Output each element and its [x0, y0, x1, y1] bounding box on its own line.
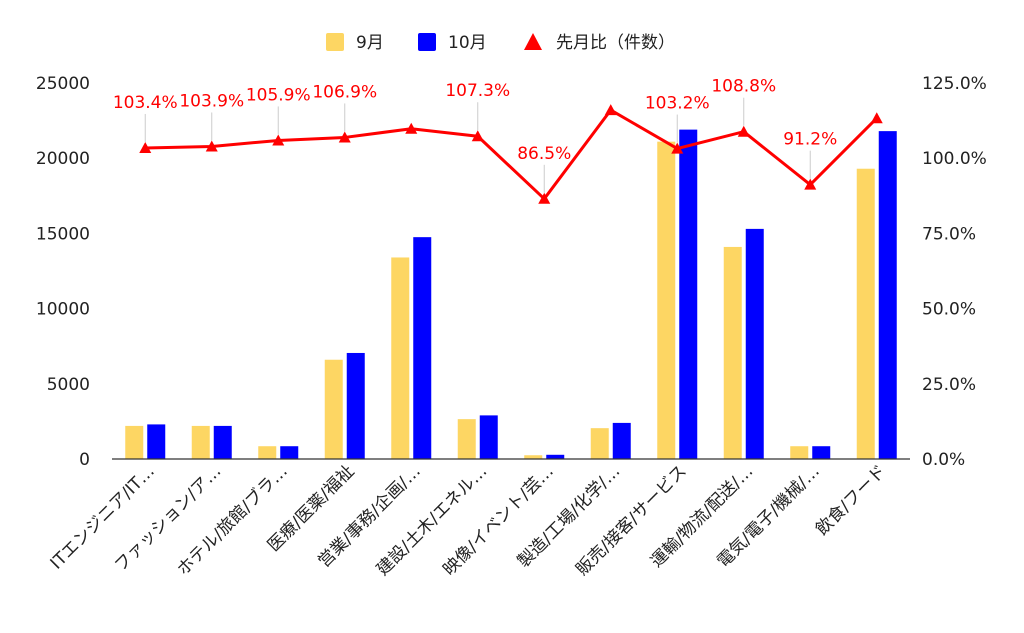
- ratio-data-label: 103.9%: [179, 91, 244, 111]
- legend-label-ratio: 先月比（件数）: [556, 33, 675, 53]
- x-category-label: 建設/土木/エネル…: [373, 461, 491, 579]
- bar-series-2: [213, 425, 232, 459]
- ratio-marker: [205, 140, 218, 152]
- y-right-tick-label: 75.0%: [922, 224, 976, 244]
- bar-series-2: [878, 131, 897, 460]
- ratio-marker: [272, 134, 285, 146]
- ratio-data-label: 91.2%: [783, 130, 837, 150]
- bar-series-2: [546, 454, 565, 459]
- y-left-tick-label: 10000: [36, 300, 90, 320]
- y-left-tick-label: 15000: [36, 224, 90, 244]
- ratio-data-label: 103.4%: [113, 93, 178, 113]
- ratio-data-label: 103.2%: [645, 94, 710, 114]
- bar-series-1: [790, 446, 809, 459]
- ratio-data-label: 86.5%: [517, 144, 571, 164]
- legend-label-10m: 10月: [448, 33, 487, 53]
- bar-series-1: [191, 425, 210, 459]
- bar-series-1: [723, 246, 742, 459]
- x-category-label: 飲食/フード: [812, 461, 890, 539]
- y-right-tick-label: 50.0%: [922, 300, 976, 320]
- y-right-tick-label: 25.0%: [922, 375, 976, 395]
- ratio-marker: [338, 131, 351, 143]
- bar-series-1: [657, 141, 676, 459]
- ratio-marker: [671, 142, 684, 154]
- x-category-label: ホテル/旅館/ブラ…: [173, 461, 292, 580]
- y-left-tick-label: 20000: [36, 149, 90, 169]
- bar-series-2: [612, 422, 631, 459]
- y-left-tick-label: 0: [79, 450, 90, 470]
- y-left-tick-label: 25000: [36, 74, 90, 94]
- bar-series-2: [479, 415, 498, 459]
- legend-swatch-9m: [326, 33, 344, 51]
- bar-series-1: [125, 425, 144, 459]
- bar-series-1: [524, 455, 543, 459]
- bar-series-2: [812, 446, 831, 459]
- bar-series-1: [590, 428, 609, 459]
- bar-series-1: [258, 446, 277, 459]
- y-right-tick-label: 0.0%: [922, 450, 965, 470]
- ratio-marker: [538, 192, 551, 204]
- ratio-marker: [471, 130, 484, 142]
- bar-series-2: [679, 129, 698, 459]
- y-left-tick-label: 5000: [47, 375, 90, 395]
- bar-series-2: [413, 237, 432, 459]
- ratio-data-label: 108.8%: [711, 77, 776, 97]
- legend-marker-ratio: [524, 33, 542, 50]
- ratio-marker: [604, 104, 617, 116]
- bar-series-1: [856, 168, 875, 459]
- ratio-marker: [405, 122, 418, 134]
- ratio-marker: [737, 125, 750, 137]
- bar-series-2: [280, 446, 299, 459]
- x-category-label: 映像/イベント/芸…: [439, 461, 557, 579]
- legend-label-9m: 9月: [356, 33, 384, 53]
- legend-swatch-10m: [418, 33, 436, 51]
- ratio-data-label: 105.9%: [246, 85, 311, 105]
- x-category-label: 販売/接客/サービス: [572, 461, 690, 579]
- bar-series-1: [391, 257, 410, 459]
- bar-series-2: [147, 424, 166, 459]
- ratio-marker: [804, 178, 817, 190]
- bar-series-2: [745, 228, 764, 459]
- bar-series-1: [457, 419, 476, 459]
- ratio-line: [145, 108, 878, 201]
- ratio-marker: [870, 112, 883, 124]
- y-right-tick-label: 125.0%: [922, 74, 987, 94]
- ratio-data-label: 106.9%: [312, 82, 377, 102]
- ratio-marker: [139, 141, 152, 153]
- ratio-data-label: 107.3%: [445, 81, 510, 101]
- y-right-tick-label: 100.0%: [922, 149, 987, 169]
- bar-series-2: [346, 352, 365, 459]
- bar-series-1: [324, 359, 343, 459]
